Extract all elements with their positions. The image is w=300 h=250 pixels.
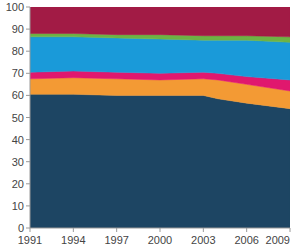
y-tick (26, 95, 30, 96)
x-tick (30, 228, 31, 232)
y-tick-label: 80 (12, 45, 24, 57)
x-tick-label: 1997 (104, 234, 128, 246)
x-tick (160, 228, 161, 232)
y-tick (26, 29, 30, 30)
y-tick-label: 0 (18, 222, 24, 234)
y-tick-label: 70 (12, 67, 24, 79)
y-tick (26, 183, 30, 184)
area (30, 7, 290, 37)
x-tick (290, 228, 291, 232)
y-tick-label: 20 (12, 178, 24, 190)
area (30, 94, 290, 228)
y-tick (26, 161, 30, 162)
x-tick (116, 228, 117, 232)
area (30, 37, 290, 80)
y-tick (26, 51, 30, 52)
x-tick (203, 228, 204, 232)
y-tick-label: 30 (12, 156, 24, 168)
x-tick-label: 1994 (61, 234, 85, 246)
y-tick-label: 50 (12, 112, 24, 124)
y-tick (26, 117, 30, 118)
y-tick-label: 60 (12, 89, 24, 101)
y-tick (26, 73, 30, 74)
y-tick (26, 139, 30, 140)
x-tick-label: 2003 (191, 234, 215, 246)
y-tick-label: 10 (12, 200, 24, 212)
y-tick-label: 40 (12, 134, 24, 146)
x-tick (246, 228, 247, 232)
y-tick-label: 90 (12, 23, 24, 35)
x-tick-label: 2009 (266, 234, 290, 246)
x-tick-label: 2006 (234, 234, 258, 246)
x-tick-label: 2000 (148, 234, 172, 246)
areas (30, 7, 290, 228)
y-tick (26, 228, 30, 229)
chart: 0 10 20 30 40 50 60 70 80 90 100 1991 1994 1997 2000 20… (0, 0, 300, 250)
x-tick (73, 228, 74, 232)
y-tick-label: 100 (6, 1, 24, 13)
y-tick (26, 205, 30, 206)
x-tick-label: 1991 (18, 234, 42, 246)
y-tick (26, 7, 30, 8)
